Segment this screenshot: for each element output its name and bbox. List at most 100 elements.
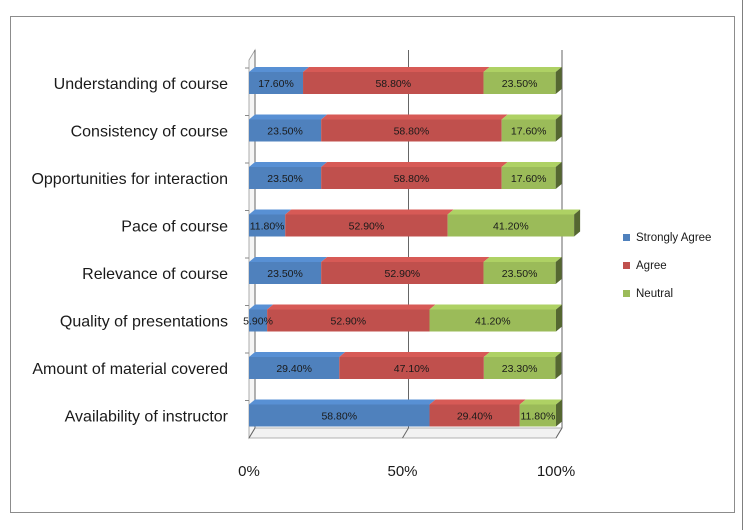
- data-label: 41.20%: [475, 316, 511, 328]
- data-label: 5.90%: [243, 316, 273, 328]
- bar-segment: [447, 214, 575, 237]
- data-label: 58.80%: [375, 78, 411, 90]
- bar-segment: [483, 262, 556, 284]
- bar-segment: [249, 309, 268, 332]
- data-label: 52.90%: [331, 316, 367, 328]
- category-label: Pace of course: [121, 219, 228, 236]
- data-label: 17.60%: [258, 78, 294, 90]
- data-label: 29.40%: [457, 411, 493, 423]
- bar-segment: [501, 167, 556, 189]
- category-label: Understanding of course: [54, 76, 228, 93]
- bar-top-face: [249, 257, 328, 262]
- bar-end-cap: [555, 352, 562, 379]
- bar-top-face: [303, 67, 490, 72]
- bar-top-face: [321, 162, 508, 167]
- x-tick-label: 0%: [238, 463, 260, 480]
- data-label: 52.90%: [385, 268, 421, 280]
- data-label: 41.20%: [493, 221, 529, 233]
- bar-top-face: [519, 399, 562, 405]
- bar-top-face: [249, 304, 274, 310]
- bar-top-face: [429, 304, 562, 310]
- category-label: Opportunities for interaction: [31, 171, 228, 188]
- bar-top-face: [249, 67, 310, 72]
- bar-segment: [249, 357, 340, 379]
- data-label: 17.60%: [511, 126, 547, 138]
- legend-label: Strongly Agree: [636, 232, 711, 244]
- data-label: 23.50%: [267, 173, 303, 185]
- legend-label: Agree: [636, 260, 667, 272]
- legend-label: Neutral: [636, 288, 673, 300]
- bar-segment: [429, 404, 520, 427]
- data-label: 52.90%: [349, 221, 385, 233]
- bar-top-face: [267, 304, 436, 310]
- window-edge-divider: [742, 0, 743, 530]
- data-label: 47.10%: [394, 363, 430, 375]
- bar-end-cap: [556, 399, 562, 427]
- x-tick-label: 50%: [387, 463, 417, 480]
- bar-segment: [285, 214, 448, 237]
- bar-top-face: [447, 209, 581, 215]
- bar-segment: [249, 262, 322, 284]
- bar-segment: [249, 167, 322, 189]
- data-label: 11.80%: [520, 411, 555, 423]
- bar-top-face: [339, 352, 490, 357]
- data-label: 58.80%: [321, 411, 357, 423]
- bar-segment: [321, 119, 502, 142]
- bar-segment: [321, 167, 502, 189]
- bar-top-face: [249, 162, 328, 167]
- bar-segment: [249, 404, 430, 427]
- x-tick-label: 100%: [537, 463, 575, 480]
- legend-swatch: [623, 262, 630, 269]
- bar-segment: [339, 357, 484, 379]
- category-label: Quality of presentations: [60, 314, 228, 331]
- gridline-floor: [402, 427, 409, 439]
- bar-top-face: [249, 209, 292, 215]
- data-label: 17.60%: [511, 173, 547, 185]
- category-label: Relevance of course: [82, 266, 228, 283]
- legend-swatch: [623, 234, 630, 241]
- bar-top-face: [321, 257, 490, 262]
- bar-top-face: [483, 257, 562, 262]
- data-label: 23.50%: [267, 126, 303, 138]
- data-label: 23.50%: [502, 78, 538, 90]
- bar-top-face: [249, 399, 436, 405]
- bar-segment: [483, 357, 556, 379]
- bar-top-face: [501, 162, 562, 167]
- bar-top-face: [285, 209, 454, 215]
- data-label: 58.80%: [394, 173, 430, 185]
- gridline-floor: [248, 427, 256, 439]
- bar-top-face: [249, 114, 328, 120]
- bar-top-face: [483, 67, 562, 72]
- bar-top-face: [429, 399, 526, 405]
- bar-top-face: [483, 352, 562, 357]
- bar-end-cap: [555, 257, 562, 284]
- data-label: 11.80%: [250, 221, 285, 233]
- bar-segment: [267, 309, 430, 332]
- bar-end-cap: [556, 304, 562, 332]
- bar-segment: [303, 72, 484, 94]
- bar-top-face: [249, 352, 346, 357]
- bar-segment: [249, 214, 286, 237]
- bar-segment: [483, 72, 556, 94]
- category-label: Amount of material covered: [32, 361, 228, 378]
- bar-segment: [519, 404, 556, 427]
- bar-segment: [321, 262, 484, 284]
- bar-end-cap: [574, 209, 581, 237]
- data-label: 23.30%: [502, 363, 538, 375]
- bar-end-cap: [555, 162, 562, 189]
- gridline-floor: [555, 427, 563, 439]
- bar-end-cap: [555, 67, 562, 94]
- bar-segment: [501, 119, 556, 142]
- data-label: 23.50%: [267, 268, 303, 280]
- category-label: Availability of instructor: [65, 409, 229, 426]
- bar-segment: [429, 309, 556, 332]
- data-label: 58.80%: [394, 126, 430, 138]
- bar-top-face: [501, 114, 562, 120]
- bar-segment: [249, 119, 322, 142]
- bar-segment: [249, 72, 304, 94]
- data-label: 29.40%: [276, 363, 312, 375]
- category-label: Consistency of course: [71, 124, 229, 141]
- legend-swatch: [623, 290, 630, 297]
- plot-side-wall: [248, 48, 256, 440]
